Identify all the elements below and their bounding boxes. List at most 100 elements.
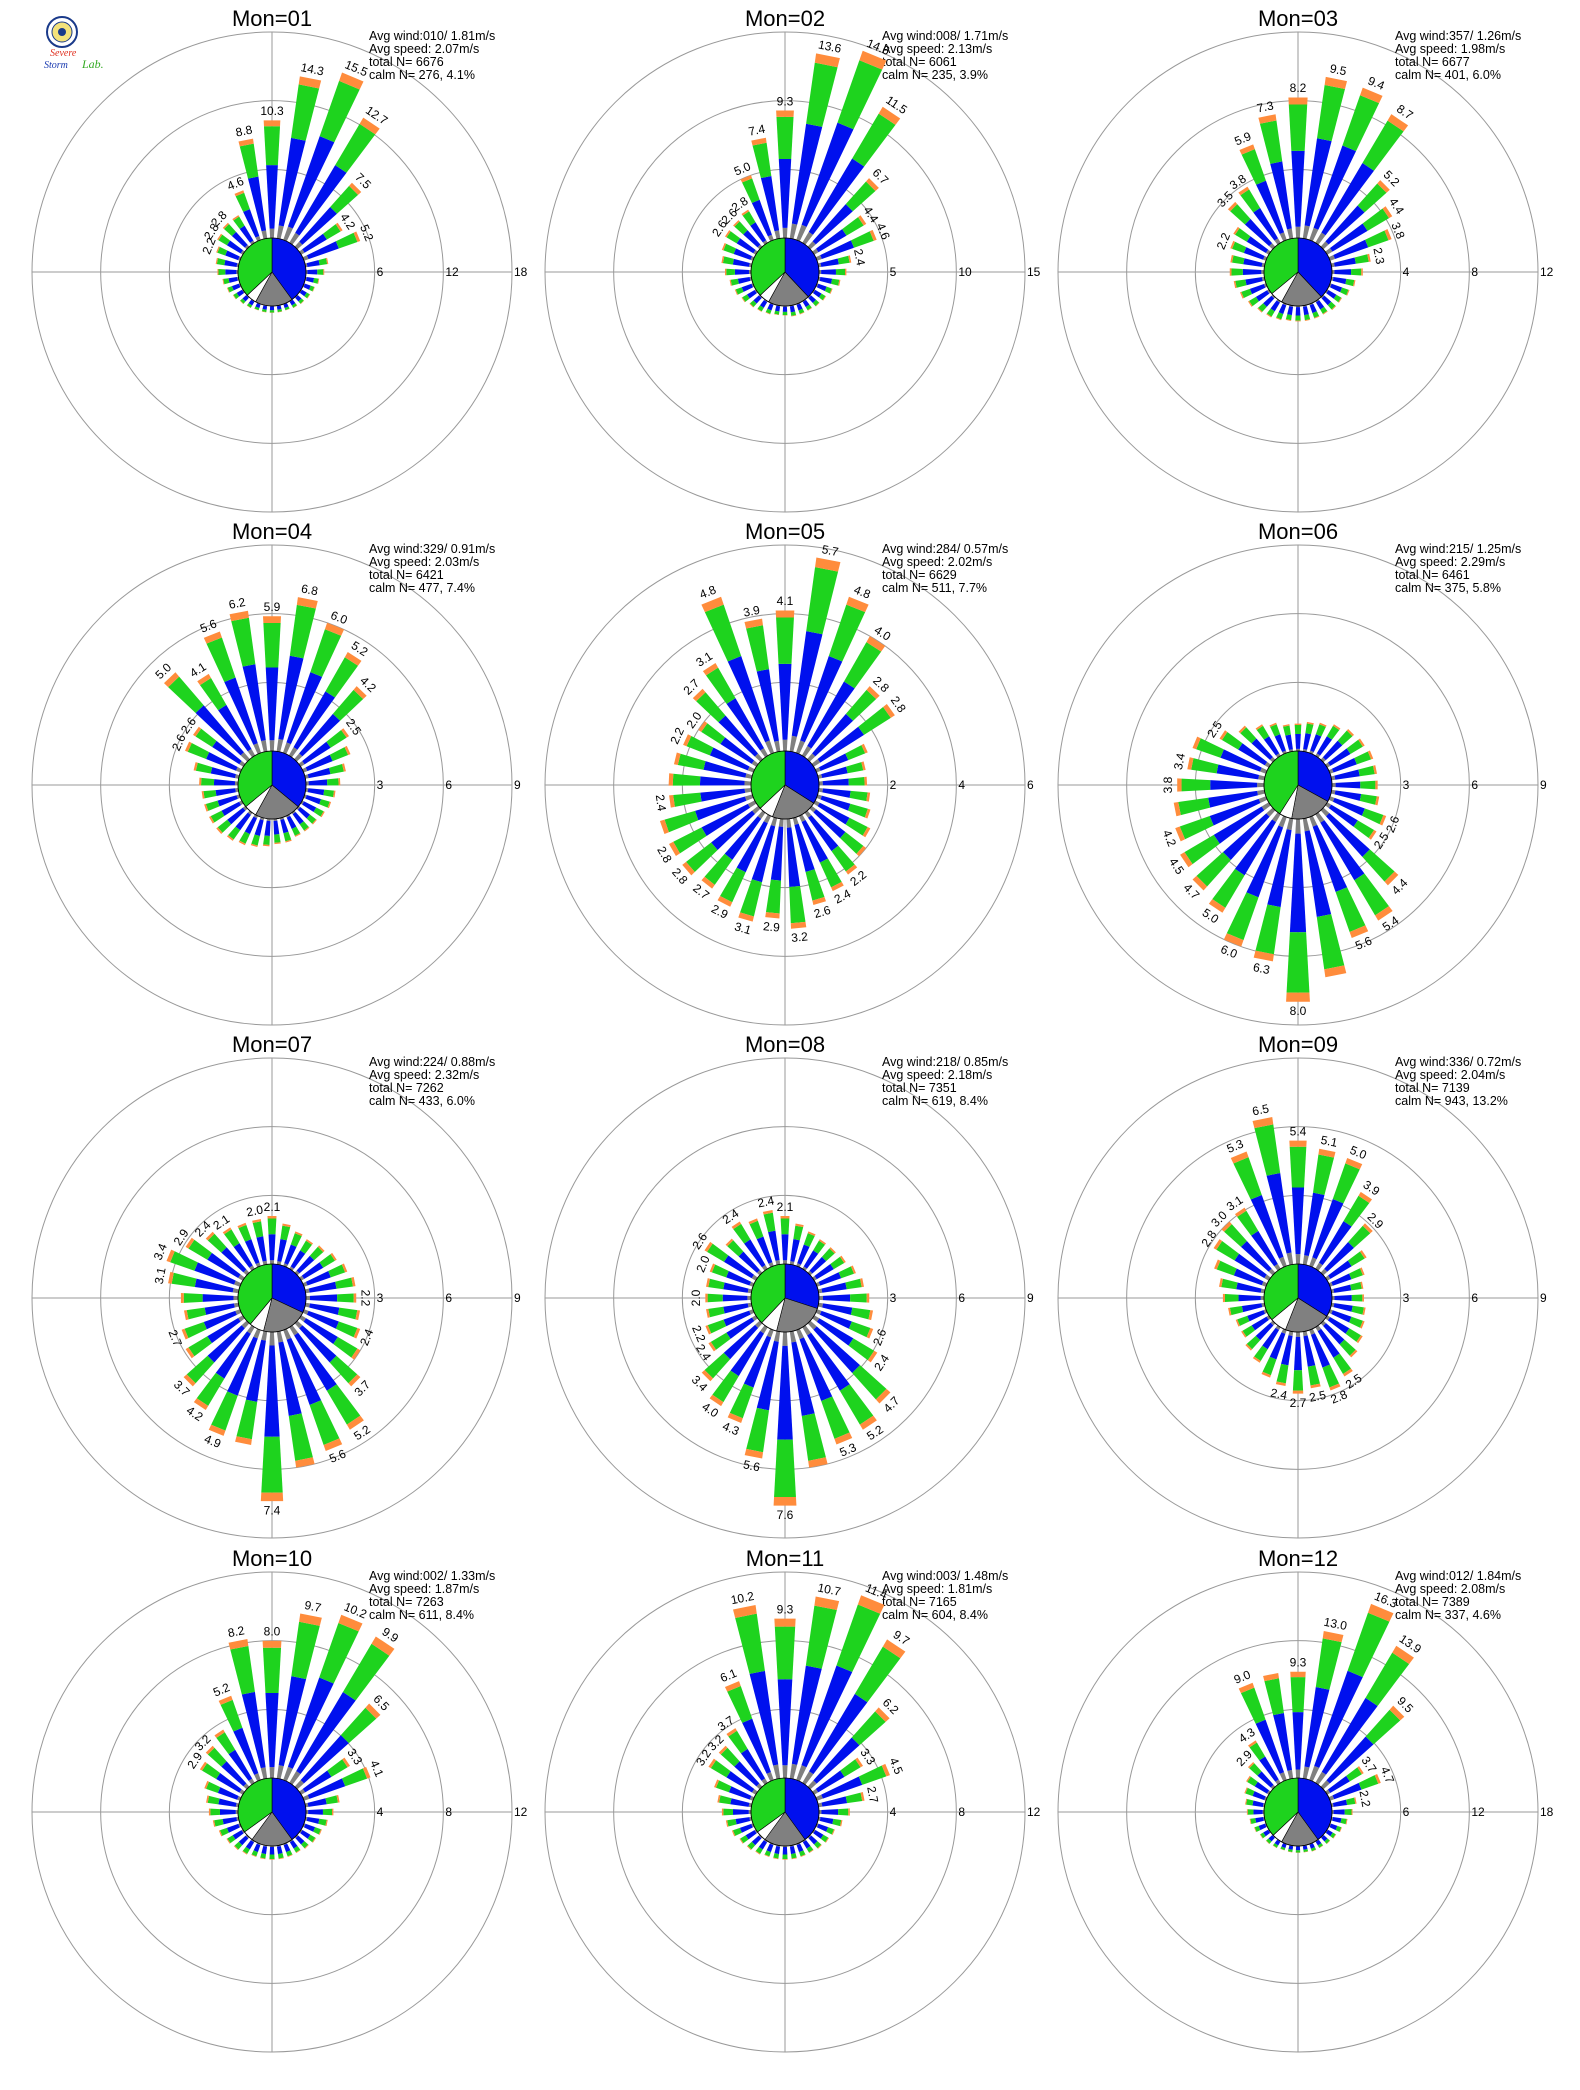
- rose-bar: [1219, 730, 1228, 741]
- rose-bar: [269, 1767, 275, 1779]
- rose-bar: [840, 1759, 861, 1777]
- rose-bar: [218, 1798, 237, 1807]
- rose-bar: [846, 762, 864, 774]
- bar-value-label: 2.6: [169, 732, 189, 753]
- rose-bar: [1330, 775, 1336, 781]
- info-line: calm N= 235, 3.9%: [882, 68, 988, 82]
- rose-bar: [1346, 289, 1350, 296]
- rose-bar: [819, 753, 849, 771]
- rose-bar: [233, 1243, 253, 1268]
- rose-bar: [262, 305, 268, 310]
- rose-bar: [816, 283, 827, 292]
- rose-bar: [1310, 1383, 1321, 1389]
- rose-bar: [1249, 1818, 1252, 1825]
- rose-bar: [1249, 283, 1266, 295]
- rose-bar: [747, 800, 757, 808]
- rose-bar: [1295, 1331, 1301, 1337]
- bar-value-label: 5.1: [1320, 1133, 1339, 1150]
- info-line: calm N= 337, 4.6%: [1395, 1608, 1501, 1622]
- rose-bar: [1316, 914, 1345, 970]
- rose-bar: [673, 792, 702, 807]
- rose-bar: [746, 1407, 770, 1453]
- rose-bar: [1263, 1672, 1279, 1682]
- rose-bar: [796, 224, 807, 242]
- rose-bar: [253, 743, 262, 755]
- rose-bar: [717, 1795, 721, 1803]
- rose-bar: [247, 303, 253, 308]
- rose-bar: [260, 1853, 267, 1859]
- rose-bar: [1328, 283, 1332, 288]
- rose-bar: [699, 776, 745, 786]
- rose-bar: [212, 1820, 216, 1827]
- rose-bar: [816, 229, 847, 253]
- rose-bar: [1263, 736, 1280, 756]
- rose-bar: [1266, 1315, 1271, 1320]
- rose-bar: [219, 1809, 236, 1815]
- rose-bar: [263, 835, 270, 846]
- info-line: total N= 6677: [1395, 55, 1470, 69]
- rose-bar: [1351, 1305, 1364, 1315]
- rose-bar: [755, 1850, 761, 1855]
- rose-bar: [730, 1331, 764, 1377]
- rose-bar: [1219, 1278, 1223, 1288]
- rose-bar: [731, 1830, 736, 1837]
- rose-bar: [207, 1795, 220, 1805]
- info-line: calm N= 511, 7.7%: [882, 581, 987, 595]
- rose-bar: [252, 1221, 264, 1238]
- rose-bar: [251, 834, 260, 846]
- ring-label: 6: [445, 1291, 452, 1305]
- rose-bar: [1329, 1383, 1341, 1391]
- rose-bar: [707, 1293, 723, 1303]
- rose-bar: [283, 303, 289, 309]
- rose-bar: [1387, 114, 1409, 132]
- rose-bar: [180, 1292, 184, 1304]
- rose-bar: [1331, 305, 1337, 311]
- rose-bar: [822, 778, 849, 786]
- rose-bar: [186, 1355, 215, 1384]
- rose-bar: [815, 1794, 823, 1801]
- rose-bar: [323, 224, 341, 240]
- rose-bar: [1365, 230, 1389, 248]
- rose-bar: [745, 773, 753, 779]
- bar-value-label: 2.7: [166, 1328, 185, 1349]
- rose-bar: [305, 754, 333, 772]
- rose-bar: [269, 1260, 275, 1265]
- rose-bar: [701, 723, 726, 744]
- rose-bar: [726, 1317, 755, 1339]
- rose-bar: [706, 1278, 710, 1288]
- rose-bar: [1332, 277, 1347, 285]
- rose-bar: [781, 1234, 789, 1261]
- info-line: Avg speed: 2.29m/s: [1395, 555, 1505, 569]
- rose-bar: [184, 741, 192, 752]
- rose-bar: [274, 834, 281, 843]
- rose-bar: [188, 1336, 212, 1357]
- rose-bar: [773, 1764, 781, 1780]
- rose-bar: [239, 300, 244, 305]
- rose-bar: [792, 817, 799, 826]
- info-line: Avg speed: 2.32m/s: [369, 1068, 479, 1082]
- rose-bar: [310, 629, 342, 677]
- rose-bar: [287, 1854, 293, 1858]
- rose-bar: [240, 752, 250, 762]
- rose-bar: [812, 1275, 817, 1281]
- rose-bar: [754, 1829, 758, 1834]
- rose-bar: [359, 117, 380, 135]
- rose-bar: [710, 1760, 731, 1778]
- rose-bar: [1349, 1316, 1363, 1328]
- rose-bar: [1262, 1356, 1277, 1376]
- rose-bar: [235, 192, 250, 212]
- rose-bar: [304, 292, 310, 299]
- rose-bar: [846, 596, 869, 613]
- rose-bar: [238, 840, 246, 846]
- rose-bar: [1319, 1845, 1324, 1849]
- rose-bar: [183, 1293, 203, 1303]
- rose-bar: [326, 1384, 361, 1425]
- rose-bar: [265, 1693, 279, 1768]
- bar-value-label: 2.2: [1356, 1789, 1373, 1808]
- bar-value-label: 2.3: [1370, 246, 1387, 265]
- rose-bar: [753, 249, 758, 255]
- rose-bar: [758, 1840, 768, 1850]
- rose-bar: [1279, 1256, 1287, 1268]
- rose-bar: [1191, 758, 1219, 774]
- rose-bar: [815, 767, 821, 773]
